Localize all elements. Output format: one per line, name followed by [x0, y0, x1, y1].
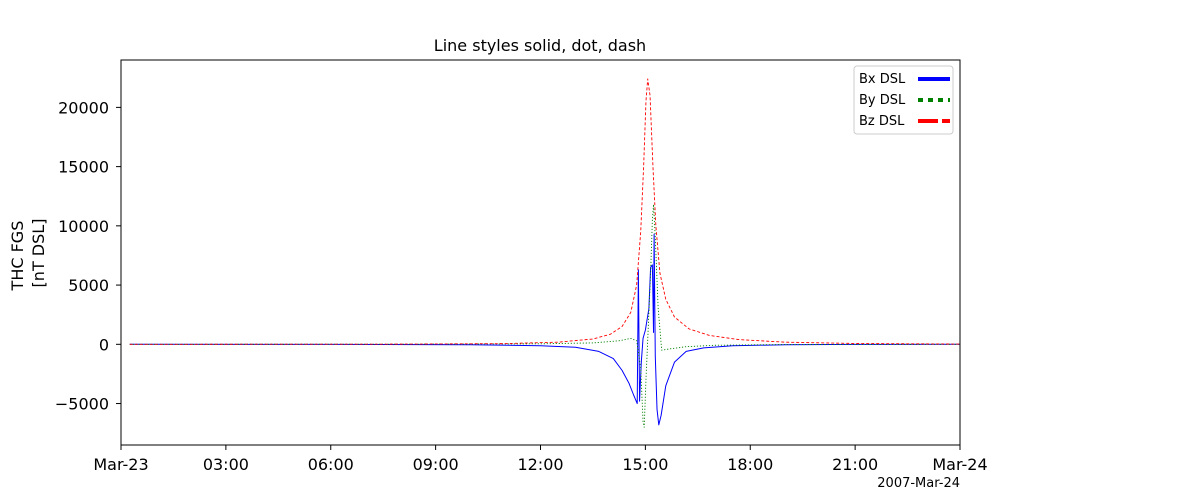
x-tick-label: 03:00 [203, 455, 249, 474]
x-tick-label: 18:00 [727, 455, 773, 474]
x-tick-label: 06:00 [308, 455, 354, 474]
x-tick-label: 12:00 [517, 455, 563, 474]
axis-layer: Mar-23 03:00 06:00 09:00 12:00 15:00 18:00 21:0… [55, 98, 988, 474]
series-line-bx-dsl [129, 233, 961, 426]
y-tick-label: 5000 [68, 276, 109, 295]
y-axis-label-line-1: THC FGS [8, 221, 27, 292]
legend-label: By DSL [859, 93, 906, 108]
x-tick-label: Mar-24 [932, 455, 987, 474]
legend-frame [853, 65, 954, 135]
y-tick-label: 15000 [58, 158, 109, 177]
y-tick-label: 0 [99, 335, 109, 354]
x-tick-label: 21:00 [832, 455, 878, 474]
chart-title: Line styles solid, dot, dash [434, 36, 646, 55]
x-tick-label: 09:00 [413, 455, 459, 474]
y-tick-label: 20000 [58, 98, 109, 117]
x-tick-label: Mar-23 [93, 455, 148, 474]
plot-frame [120, 59, 961, 446]
y-tick-label: −5000 [55, 395, 109, 414]
series-layer [129, 78, 961, 428]
y-axis-label: THC FGS [nT DSL] [8, 216, 48, 292]
legend-label: Bx DSL [859, 72, 906, 87]
series-line-by-dsl [129, 204, 961, 428]
date-stamp: 2007-Mar-24 [877, 476, 960, 491]
legend-label: Bz DSL [859, 114, 905, 129]
y-axis-label-line-2: [nT DSL] [29, 219, 48, 288]
series-line-bz-dsl [129, 78, 961, 345]
legend: Bx DSL By DSL Bz DSL [853, 65, 954, 135]
x-tick-label: 15:00 [622, 455, 668, 474]
y-tick-label: 10000 [58, 217, 109, 236]
